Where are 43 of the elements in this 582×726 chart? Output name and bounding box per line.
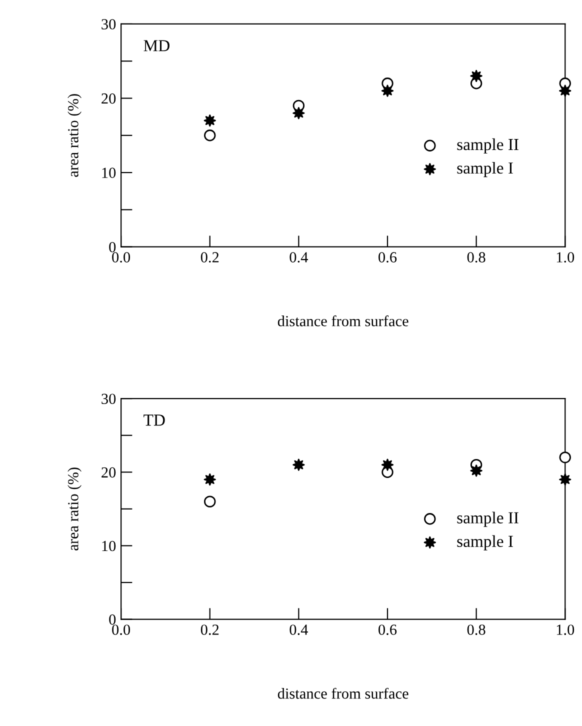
x-tick-label: 0.0 bbox=[112, 624, 130, 635]
x-tick-label: 0.0 bbox=[112, 252, 130, 263]
point bbox=[204, 473, 216, 486]
x-tick-label: 0.4 bbox=[290, 624, 308, 635]
x-axis-title: distance from surface bbox=[278, 688, 408, 699]
y-tick-label: 20 bbox=[102, 93, 116, 104]
point bbox=[204, 130, 216, 142]
y-tick-label: 20 bbox=[102, 467, 116, 478]
y-tick-label: 10 bbox=[102, 168, 116, 178]
y-tick-label: 0 bbox=[109, 614, 116, 625]
y-tick-label: 10 bbox=[102, 540, 116, 552]
y-tick-label: 0 bbox=[109, 242, 116, 252]
point bbox=[559, 452, 571, 464]
x-tick-label: 0.8 bbox=[467, 624, 486, 635]
point bbox=[204, 114, 216, 127]
annotation: MD bbox=[144, 40, 170, 52]
x-tick-label: 0.6 bbox=[378, 252, 397, 263]
x-tick-label: 0.2 bbox=[200, 624, 219, 635]
annotation: TD bbox=[144, 414, 165, 426]
point bbox=[381, 84, 394, 97]
x-tick-label: 0.6 bbox=[378, 624, 397, 635]
point bbox=[292, 107, 305, 120]
x-tick-label: 1.0 bbox=[556, 624, 574, 635]
x-axis-title: distance from surface bbox=[278, 315, 408, 326]
point bbox=[204, 496, 216, 508]
legend-label: sample I bbox=[457, 535, 513, 550]
legend-label: sample II bbox=[457, 512, 518, 527]
x-tick-label: 0.2 bbox=[200, 252, 219, 263]
x-tick-label: 0.4 bbox=[290, 252, 308, 263]
x-tick-label: 1.0 bbox=[556, 252, 574, 263]
y-tick-label: 30 bbox=[102, 19, 116, 30]
point bbox=[292, 458, 305, 471]
y-axis-title: area ratio (%) bbox=[68, 94, 82, 177]
point bbox=[559, 473, 572, 486]
y-axis-title: area ratio (%) bbox=[68, 468, 82, 550]
point bbox=[381, 458, 394, 471]
y-tick-label: 30 bbox=[102, 394, 116, 404]
point bbox=[470, 464, 482, 477]
legend-label: sample I bbox=[457, 162, 513, 178]
x-tick-label: 0.8 bbox=[467, 252, 486, 263]
point bbox=[559, 84, 572, 97]
point bbox=[470, 70, 482, 82]
legend-label: sample II bbox=[457, 138, 518, 154]
